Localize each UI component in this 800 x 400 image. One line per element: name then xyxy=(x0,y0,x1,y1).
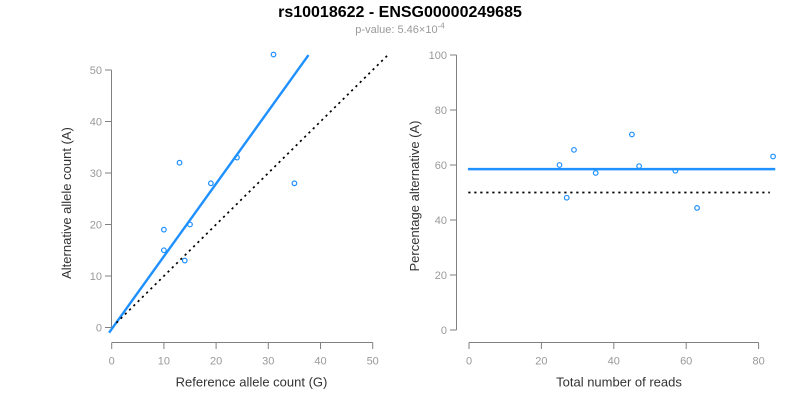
y-tick-label: 30 xyxy=(90,168,102,180)
x-tick-label: 40 xyxy=(314,356,326,368)
p-value-exponent: -4 xyxy=(437,21,445,31)
y-tick-label: 0 xyxy=(441,325,447,337)
p-value-subtitle: p-value: 5.46×10-4 xyxy=(0,21,800,36)
x-tick-label: 40 xyxy=(608,356,620,368)
data-point xyxy=(672,167,679,174)
data-point xyxy=(187,221,193,228)
y-tick-label: 40 xyxy=(435,215,447,227)
y-axis-title: Percentage alternative (A) xyxy=(407,120,422,271)
data-point xyxy=(629,131,635,138)
data-point xyxy=(563,194,570,201)
regression-line xyxy=(108,54,310,334)
data-point xyxy=(207,180,214,187)
y-axis-title: Alternative allele count (A) xyxy=(59,127,74,279)
data-point xyxy=(160,226,167,233)
y-tick-label: 10 xyxy=(90,271,102,283)
data-point xyxy=(291,180,298,187)
y-tick-label: 40 xyxy=(90,117,102,129)
data-point xyxy=(160,247,167,254)
data-point xyxy=(770,153,776,160)
x-tick-label: 30 xyxy=(262,356,274,368)
data-point xyxy=(592,170,599,176)
x-tick-label: 80 xyxy=(752,356,764,368)
x-tick-label: 0 xyxy=(466,356,472,368)
y-tick-label: 0 xyxy=(96,323,102,335)
x-tick-label: 60 xyxy=(680,356,692,368)
data-point xyxy=(636,163,643,170)
data-point xyxy=(556,162,563,168)
p-value-text: p-value: 5.46×10 xyxy=(355,24,438,36)
data-point xyxy=(181,257,188,264)
x-tick-label: 10 xyxy=(158,356,170,368)
x-axis-title: Total number of reads xyxy=(556,375,682,390)
x-tick-label: 20 xyxy=(210,356,222,368)
y-tick-label: 20 xyxy=(90,220,102,232)
data-point xyxy=(694,204,700,211)
y-tick-label: 60 xyxy=(435,160,447,172)
x-tick-label: 50 xyxy=(367,356,379,368)
x-tick-label: 0 xyxy=(109,356,115,368)
identity-line xyxy=(115,54,389,324)
y-tick-label: 50 xyxy=(90,65,102,77)
y-tick-label: 80 xyxy=(435,105,447,117)
x-axis-title: Reference allele count (G) xyxy=(176,375,328,390)
page-title: rs10018622 - ENSG00000249685 xyxy=(278,4,522,21)
data-point xyxy=(234,154,240,161)
y-tick-label: 100 xyxy=(429,50,447,62)
x-tick-label: 20 xyxy=(535,356,547,368)
y-tick-label: 20 xyxy=(435,270,447,282)
data-point xyxy=(176,159,183,166)
data-point xyxy=(571,146,577,153)
data-point xyxy=(270,51,277,58)
